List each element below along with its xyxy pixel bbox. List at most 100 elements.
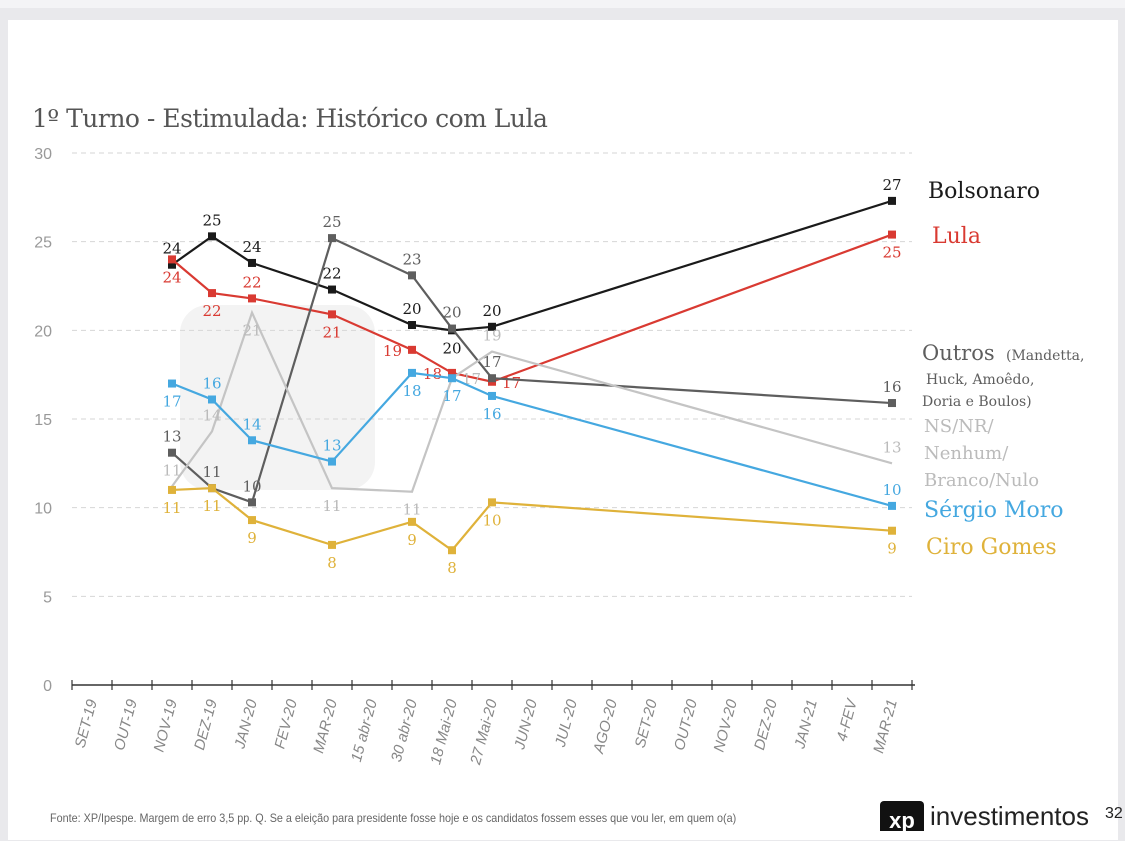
data-label: 13 [322, 437, 341, 455]
data-label: 11 [202, 463, 221, 481]
data-label: 24 [162, 240, 181, 258]
series-line-5 [171, 487, 893, 552]
series-line-1 [171, 233, 893, 383]
y-tick-label: 15 [34, 412, 52, 429]
x-tick-label: SET-19 [72, 697, 101, 750]
x-tick-label: 27 Mai-20 [467, 697, 501, 767]
y-tick-label: 25 [34, 235, 52, 252]
data-point [248, 258, 256, 267]
data-label: 20 [482, 302, 501, 320]
x-tick-label: DEZ-20 [751, 697, 781, 752]
data-label: 17 [162, 393, 181, 411]
x-tick-label: SET-20 [632, 697, 661, 750]
xp-logo: xp investimentos 32 [880, 797, 1123, 833]
data-label: 21 [242, 322, 261, 340]
data-label: 13 [162, 428, 181, 446]
data-label: 11 [402, 501, 421, 519]
x-tick-label: FEV-20 [271, 697, 301, 751]
legend-ns-nr: Branco/Nulo [924, 470, 1039, 491]
data-point [168, 448, 176, 457]
data-point [208, 395, 216, 404]
data-label: 8 [447, 559, 457, 577]
x-tick-label: JUN-20 [511, 697, 541, 752]
data-label: 10 [882, 481, 901, 499]
data-point [888, 526, 896, 535]
data-point [328, 285, 336, 294]
legend-outros-detail: (Mandetta, [1006, 348, 1084, 364]
data-label: 22 [242, 273, 261, 291]
data-label: 11 [202, 497, 221, 515]
data-point [328, 540, 336, 549]
data-point [888, 399, 896, 408]
data-point [248, 436, 256, 445]
data-label: 13 [882, 438, 901, 456]
x-tick-label: MAR-21 [870, 698, 901, 756]
data-label: 17 [482, 353, 501, 371]
legend-lula: Lula [932, 224, 981, 249]
y-tick-label: 5 [43, 589, 52, 606]
data-point [168, 485, 176, 494]
data-label: 10 [482, 511, 501, 529]
series-line-2 [171, 236, 893, 504]
x-tick-label: OUT-20 [671, 697, 701, 752]
data-point [328, 234, 336, 243]
data-point [208, 289, 216, 298]
data-point [488, 391, 496, 400]
legend-ciro-gomes: Ciro Gomes [926, 535, 1057, 560]
series-line-4 [171, 371, 893, 507]
data-point [408, 345, 416, 354]
x-tick-label: 30 abr-20 [388, 697, 421, 764]
data-point [488, 498, 496, 507]
data-label: 24 [162, 268, 181, 286]
data-point [408, 368, 416, 377]
data-point [448, 546, 456, 555]
data-point [448, 368, 456, 377]
y-tick-label: 20 [34, 323, 52, 340]
data-point [168, 255, 176, 264]
data-label: 11 [322, 497, 341, 515]
data-point [248, 498, 256, 507]
data-point [248, 294, 256, 303]
series-line-3 [171, 309, 893, 493]
x-tick-label: NOV-20 [711, 697, 741, 754]
data-point [888, 230, 896, 239]
x-tick-label: 18 Mai-20 [427, 697, 461, 766]
x-tick-label: 15 abr-20 [348, 697, 381, 764]
data-point [448, 324, 456, 333]
data-point [408, 271, 416, 280]
data-point [328, 310, 336, 319]
x-tick-label: JAN-21 [791, 698, 821, 752]
x-tick-label: DEZ-19 [191, 697, 221, 752]
data-label: 16 [882, 378, 901, 396]
data-label: 22 [322, 265, 341, 283]
data-label: 22 [202, 302, 221, 320]
chart-title: 1º Turno - Estimulada: Histórico com Lul… [32, 104, 548, 133]
data-label: 8 [327, 554, 337, 572]
data-point [408, 321, 416, 330]
data-label: 20 [442, 304, 461, 322]
data-label: 9 [247, 529, 257, 547]
data-point [328, 457, 336, 466]
data-point [168, 260, 176, 269]
series-line-0 [171, 199, 893, 332]
x-tick-label: 4-FEV [833, 696, 861, 743]
data-label: 14 [242, 415, 261, 433]
data-label: 23 [402, 250, 421, 268]
y-tick-label: 0 [43, 678, 52, 695]
data-point [208, 484, 216, 493]
x-tick-label: JAN-20 [231, 697, 261, 751]
data-label: 11 [162, 461, 181, 479]
data-label: 19 [482, 327, 501, 345]
xp-logo-mark: xp [880, 801, 924, 833]
y-tick-label: 30 [34, 146, 52, 163]
legend-ns-nr: Nenhum/ [924, 443, 1009, 464]
y-tick-label: 10 [34, 501, 52, 518]
data-label: 25 [322, 213, 341, 231]
page-number: 32 [1104, 805, 1123, 822]
data-label: 11 [162, 499, 181, 517]
legend-outros-detail: Huck, Amoêdo, [926, 372, 1034, 388]
legend-outros: Outros [922, 341, 995, 365]
data-label: 9 [407, 531, 417, 549]
data-point [248, 516, 256, 525]
watermark-logo-mark [180, 305, 375, 490]
